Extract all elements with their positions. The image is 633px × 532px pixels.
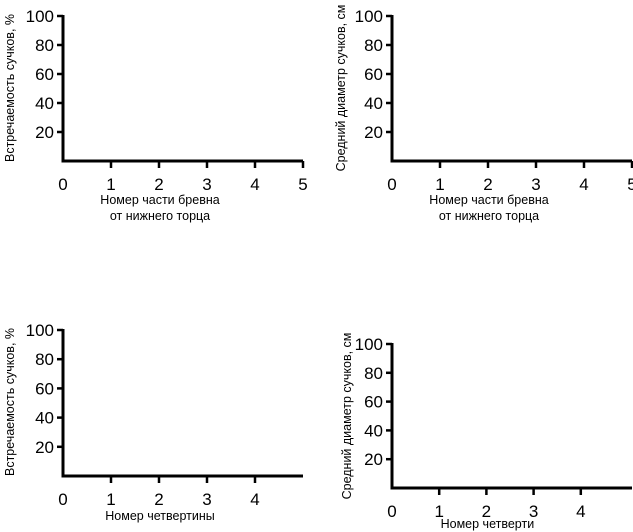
chart-panel-3: 20 40 60 80 100 0 1 2 3 4 Номер четвертины Встречае…: [3, 321, 303, 523]
chart-panel-2: 20 40 60 80 100 0 1 2 3 4 5 Номер части бревна от ни…: [334, 5, 633, 223]
x-tick-label: 4: [250, 490, 259, 509]
y-tick-label: 40: [364, 421, 383, 440]
y-axis-title: Средний диаметр сучков, см: [334, 5, 348, 172]
x-tick-label: 3: [202, 490, 211, 509]
x-tick-label: 1: [435, 175, 444, 194]
x-tick-label: 0: [58, 490, 67, 509]
y-tick-label: 20: [35, 438, 54, 457]
y-tick-label: 80: [35, 36, 54, 55]
y-tick-label: 60: [35, 65, 54, 84]
x-tick-label: 4: [579, 175, 588, 194]
y-tick-label: 60: [364, 65, 383, 84]
y-tick-label: 20: [35, 123, 54, 142]
y-tick-label: 20: [364, 123, 383, 142]
x-tick-label: 3: [531, 175, 540, 194]
y-tick-label: 100: [26, 321, 54, 340]
y-tick-label: 80: [35, 350, 54, 369]
x-axis-title: Номер четверти: [441, 517, 535, 531]
y-tick-label: 100: [355, 7, 383, 26]
y-tick-label: 60: [35, 379, 54, 398]
y-tick-label: 20: [364, 450, 383, 469]
x-tick-label: 2: [482, 502, 491, 521]
y-axis-title: Встречаемость сучков, %: [3, 328, 17, 476]
x-axis-title: от нижнего торца: [110, 209, 210, 223]
x-tick-label: 0: [387, 502, 396, 521]
x-tick-label: 4: [576, 502, 585, 521]
x-tick-label: 1: [106, 490, 115, 509]
x-axis-title: от нижнего торца: [439, 209, 539, 223]
x-tick-label: 2: [154, 175, 163, 194]
y-axis-title: Средний диаметр сучков, см: [340, 333, 354, 500]
x-tick-label: 0: [387, 175, 396, 194]
y-tick-label: 40: [35, 94, 54, 113]
chart-panel-4: 20 40 60 80 100 0 1 2 3 4 Номер четверти Средний ди…: [340, 333, 632, 531]
x-tick-label: 5: [627, 175, 633, 194]
chart-panel-1: 20 40 60 80 100 0 1 2 3 4 5 Номер части бревна от ни…: [3, 7, 308, 223]
y-tick-label: 40: [35, 409, 54, 428]
x-axis-title: Номер четвертины: [105, 509, 214, 523]
x-tick-label: 2: [154, 490, 163, 509]
x-tick-label: 0: [58, 175, 67, 194]
y-tick-label: 80: [364, 364, 383, 383]
y-tick-label: 60: [364, 393, 383, 412]
y-tick-label: 100: [355, 335, 383, 354]
x-tick-label: 4: [250, 175, 259, 194]
x-tick-label: 3: [529, 502, 538, 521]
x-tick-label: 3: [202, 175, 211, 194]
x-axis-title: Номер части бревна: [429, 193, 548, 207]
x-tick-label: 1: [106, 175, 115, 194]
x-tick-label: 2: [483, 175, 492, 194]
y-tick-label: 40: [364, 94, 383, 113]
y-axis-title: Встречаемость сучков, %: [3, 14, 17, 162]
y-tick-label: 100: [26, 7, 54, 26]
x-tick-label: 5: [298, 175, 307, 194]
x-tick-label: 1: [434, 502, 443, 521]
x-axis-title: Номер части бревна: [100, 193, 219, 207]
y-tick-label: 80: [364, 36, 383, 55]
